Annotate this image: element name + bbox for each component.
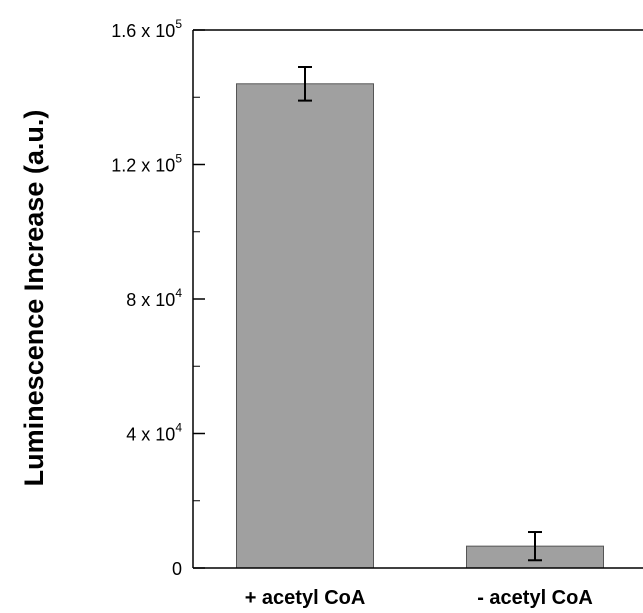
bar <box>236 83 374 569</box>
y-tick-label: 0 <box>172 559 182 579</box>
y-tick-label: 1.6 x 105 <box>111 17 182 41</box>
x-tick-label: - acetyl CoA <box>477 587 593 609</box>
labels-layer: + acetyl CoA - acetyl CoA 0 4 x 104 8 x 104 1… <box>111 17 593 609</box>
bars-layer <box>236 83 604 569</box>
y-tick-label: 4 x 104 <box>126 421 182 445</box>
axes-layer <box>192 29 643 569</box>
x-tick-label: + acetyl CoA <box>245 587 366 609</box>
y-tick-label: 1.2 x 105 <box>111 152 182 176</box>
y-axis-title: Luminescence Increase (a.u.) <box>19 110 49 487</box>
error-bars-layer <box>298 65 542 562</box>
y-tick-label: 8 x 104 <box>126 286 182 310</box>
